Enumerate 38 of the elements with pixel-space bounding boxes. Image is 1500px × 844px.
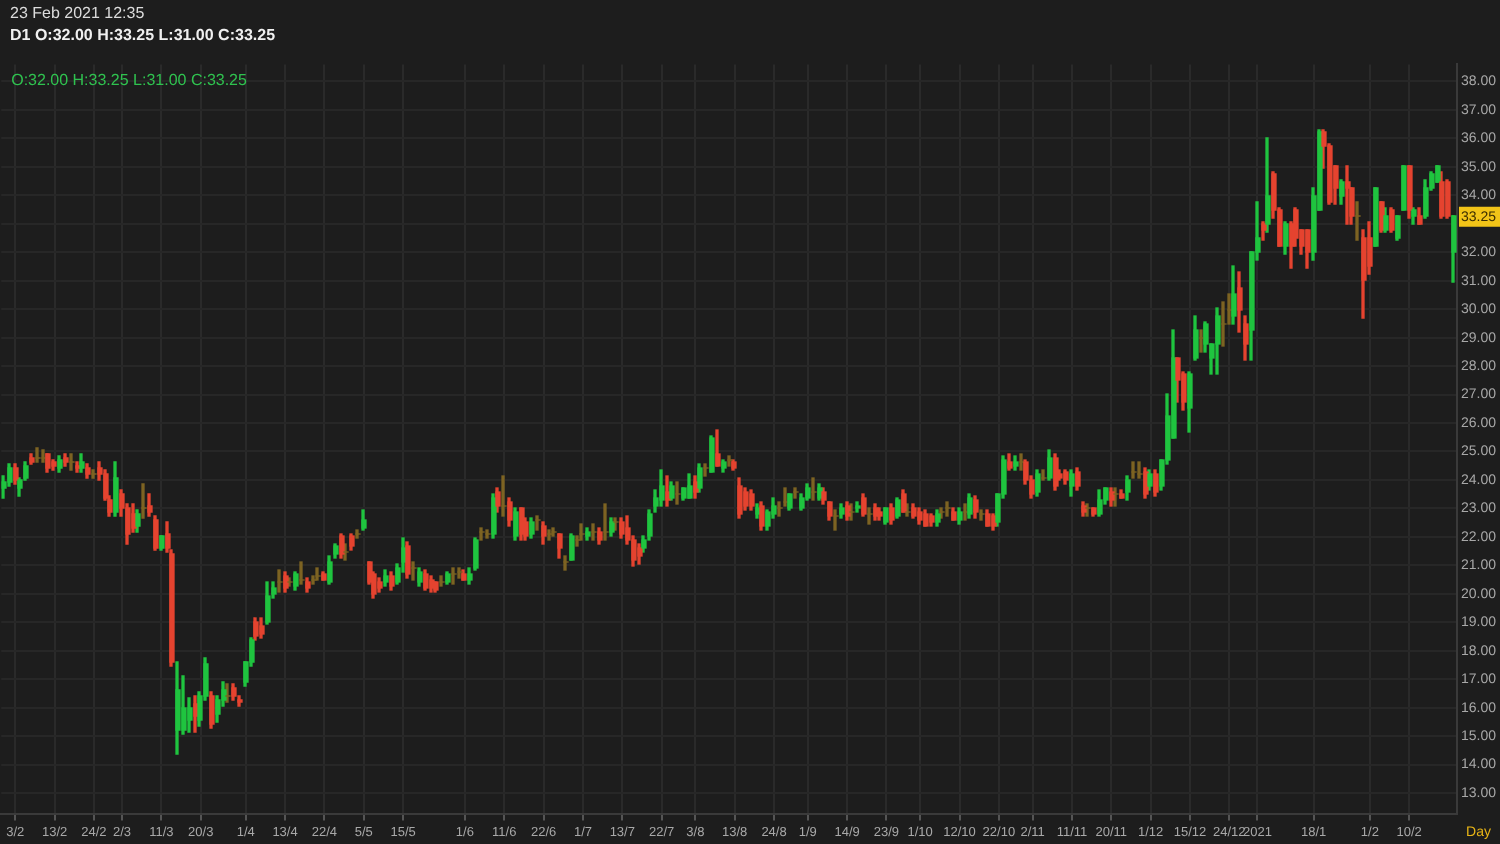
candlestick — [675, 481, 681, 505]
candlestick — [451, 567, 457, 585]
candlestick — [1041, 469, 1047, 481]
candlestick — [703, 463, 709, 477]
candlestick — [547, 529, 553, 541]
candlestick — [69, 453, 75, 471]
candlestick — [591, 523, 597, 541]
candlestick — [1137, 461, 1143, 479]
candlestick — [1221, 301, 1227, 347]
candlestick — [867, 507, 873, 525]
candlestick — [141, 483, 147, 519]
candlestick — [793, 487, 799, 499]
candlestick — [833, 509, 839, 531]
candlestick — [479, 527, 485, 541]
candlestick — [299, 561, 305, 585]
candlestick — [91, 469, 97, 479]
candlestick — [979, 509, 985, 521]
candlestick — [439, 575, 445, 587]
candlestick — [945, 501, 951, 517]
candlestick — [535, 515, 541, 531]
candlestick — [563, 555, 569, 571]
annotation: O:32.00 H:33.25 L:31.00 C:33.25 — [11, 70, 249, 89]
candlestick — [501, 475, 507, 517]
candlestick — [411, 561, 417, 581]
candlestick — [355, 529, 361, 539]
candlestick — [277, 569, 283, 593]
candlestick — [727, 455, 733, 467]
candlestick — [579, 523, 585, 541]
candlestick — [1131, 461, 1137, 479]
candlestick — [811, 477, 817, 501]
candlestick — [603, 503, 609, 541]
candlestick — [315, 567, 321, 581]
chart-subtitle: D1 O:32.00 H:33.25 L:31.00 C:33.25 — [10, 26, 276, 46]
candlestick — [485, 529, 491, 539]
candlestick — [35, 447, 41, 463]
candlestick — [1355, 201, 1361, 241]
candlestick — [551, 527, 557, 537]
chart-title: 23 Feb 2021 12:35 — [10, 4, 145, 24]
